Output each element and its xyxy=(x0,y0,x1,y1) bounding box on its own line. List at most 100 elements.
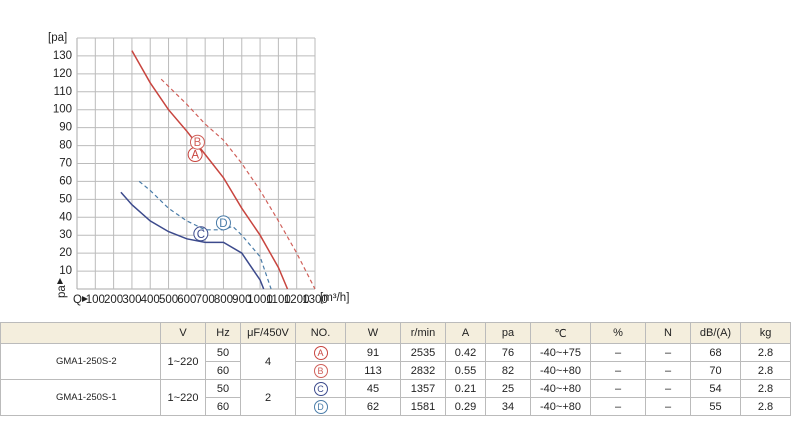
rpm-cell: 1581 xyxy=(400,397,446,416)
table-row: GMA1-250S-1 1~220 50 2 C 45 1357 0.21 25 -40~+80–… xyxy=(0,379,791,416)
pa-cell: 25 xyxy=(485,379,531,398)
y-arrow xyxy=(57,278,63,284)
table-row: 60 B 113 2832 0.55 82 -40~+80– –70 2.8 xyxy=(1,361,791,380)
hz-cell: 50 xyxy=(205,379,241,398)
y-tick-label: 90 xyxy=(59,122,72,134)
curve-label: C xyxy=(197,229,205,241)
capacitor-cell: 4 xyxy=(240,343,296,380)
capacitor-cell: 2 xyxy=(240,379,296,416)
x-tick-label: 900 xyxy=(232,294,251,306)
header-cell: r/min xyxy=(400,322,446,344)
y-tick-label: 10 xyxy=(59,265,72,277)
db-cell: 70 xyxy=(690,361,741,380)
chart: [pa] [m³/h] Q pa 10 20 30 40 50 60 70 80 90 100 11… xyxy=(48,32,349,306)
pct-cell: – xyxy=(590,379,646,398)
temp-cell: -40~+80 xyxy=(530,397,591,416)
no-cell: B xyxy=(295,361,346,380)
hz-cell: 60 xyxy=(205,361,241,380)
y-tick-label: 110 xyxy=(54,86,72,98)
y-unit: [pa] xyxy=(48,32,67,44)
pct-cell: – xyxy=(590,343,646,362)
x-tick-label: 1300 xyxy=(302,294,328,306)
curve-label: B xyxy=(194,137,202,149)
y-tick-label: 60 xyxy=(59,175,72,187)
db-cell: 55 xyxy=(690,397,741,416)
x-tick-label: 200 xyxy=(104,294,123,306)
header-cell xyxy=(0,322,161,344)
x-tick-label: 400 xyxy=(141,294,160,306)
curve-label-ring xyxy=(193,226,209,242)
x-tick-label: 500 xyxy=(159,294,178,306)
db-cell: 54 xyxy=(690,379,741,398)
y-axis-label: pa xyxy=(56,285,68,298)
x-tick-label: 700 xyxy=(196,294,215,306)
w-cell: 91 xyxy=(345,343,401,362)
voltage-cell: 1~220 xyxy=(160,343,206,380)
header-cell: dB/(A) xyxy=(690,322,741,344)
amp-cell: 0.55 xyxy=(445,361,486,380)
y-tick-label: 20 xyxy=(59,247,72,259)
y-tick-label: 100 xyxy=(53,104,72,116)
no-cell: D xyxy=(295,397,346,416)
no-cell: A xyxy=(295,343,346,362)
x-tick-label: 800 xyxy=(214,294,233,306)
w-cell: 45 xyxy=(345,379,401,398)
curve-label-ring xyxy=(189,134,205,150)
rpm-cell: 2535 xyxy=(400,343,446,362)
header-cell: % xyxy=(590,322,646,344)
header-cell: A xyxy=(445,322,486,344)
amp-cell: 0.29 xyxy=(445,397,486,416)
x-unit: [m³/h] xyxy=(320,292,349,304)
x-tick-label: 300 xyxy=(122,294,141,306)
pa-cell: 82 xyxy=(485,361,531,380)
y-tick-label: 40 xyxy=(59,211,72,223)
table-row: GMA1-250S-2 1~220 50 4 A 91 2535 0.42 76 -40~+75–… xyxy=(0,343,791,380)
header-cell: V xyxy=(160,322,206,344)
x-tick-label: 1100 xyxy=(266,294,291,306)
y-tick-label: 70 xyxy=(59,158,72,170)
series-line xyxy=(120,191,265,290)
n-cell: – xyxy=(645,343,691,362)
header-cell: Hz xyxy=(205,322,241,344)
x-arrow xyxy=(82,296,88,302)
db-cell: 68 xyxy=(690,343,741,362)
rpm-cell: 1357 xyxy=(400,379,446,398)
header-cell: ℃ xyxy=(530,322,591,344)
x-tick-label: 600 xyxy=(177,294,196,306)
x-tick-label: 100 xyxy=(86,294,105,306)
no-badge: C xyxy=(313,381,328,396)
curve-label: D xyxy=(219,218,227,230)
curve-label: A xyxy=(191,150,199,162)
no-cell: C xyxy=(295,379,346,398)
pct-cell: – xyxy=(590,397,646,416)
w-cell: 113 xyxy=(345,361,401,380)
temp-cell: -40~+80 xyxy=(530,361,591,380)
kg-cell: 2.8 xyxy=(740,343,791,362)
y-tick-label: 30 xyxy=(59,229,72,241)
amp-cell: 0.42 xyxy=(445,343,486,362)
temp-cell: -40~+80 xyxy=(530,379,591,398)
header-cell: kg xyxy=(740,322,791,344)
kg-cell: 2.8 xyxy=(740,379,791,398)
no-badge: D xyxy=(313,399,328,414)
series-line xyxy=(131,50,289,290)
hz-cell: 50 xyxy=(205,343,241,362)
x-axis-label: Q xyxy=(73,294,82,306)
header-cell: W xyxy=(345,322,401,344)
y-tick-label: 50 xyxy=(59,193,72,205)
voltage-cell: 1~220 xyxy=(160,379,206,416)
n-cell: – xyxy=(645,397,691,416)
y-tick-label: 80 xyxy=(59,140,72,152)
kg-cell: 2.8 xyxy=(740,361,791,380)
kg-cell: 2.8 xyxy=(740,397,791,416)
header-cell: pa xyxy=(485,322,531,344)
no-badge: A xyxy=(313,345,328,360)
pa-cell: 76 xyxy=(485,343,531,362)
n-cell: – xyxy=(645,379,691,398)
header-cell: μF/450V xyxy=(240,322,296,344)
amp-cell: 0.21 xyxy=(445,379,486,398)
y-tick-label: 130 xyxy=(53,50,72,62)
curve-label-ring xyxy=(215,215,231,231)
